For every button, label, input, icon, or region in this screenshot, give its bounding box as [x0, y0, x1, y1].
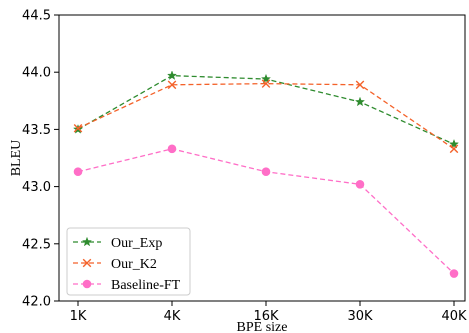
data-point: [260, 73, 272, 84]
series-layer: [72, 70, 460, 278]
data-point: [261, 79, 271, 88]
data-point: [449, 144, 459, 154]
x-tick-label: 4K: [164, 309, 181, 324]
data-point: [167, 144, 177, 154]
data-point: [449, 269, 459, 278]
x-tick-label: 16K: [253, 309, 279, 324]
legend-marker: [82, 279, 92, 289]
y-axis: 42.0 42.5 43.0 43.5 44.0 44.5: [22, 9, 59, 310]
data-point: [355, 180, 365, 189]
x-tick-label: 30K: [347, 309, 373, 324]
y-tick-label: 44.5: [22, 9, 51, 24]
series-line: [77, 82, 455, 150]
x-tick-label: 40K: [441, 309, 467, 324]
legend-label: Baseline-FT: [111, 278, 181, 293]
data-point: [355, 80, 365, 90]
legend-item: Baseline-FT: [73, 278, 181, 293]
data-point: [166, 70, 178, 80]
legend-label: Our_Exp: [111, 236, 162, 251]
y-tick-label: 42.0: [22, 295, 51, 310]
legend-item: Our_K2: [73, 257, 157, 272]
y-tick-label: 43.0: [22, 180, 51, 195]
data-point: [261, 167, 271, 177]
legend-marker: [81, 236, 93, 247]
y-tick-label: 44.0: [22, 66, 51, 81]
y-axis-title: BLEU: [9, 140, 24, 177]
data-point: [167, 80, 177, 90]
series-our-k2: [73, 79, 459, 154]
y-tick-label: 42.5: [22, 237, 51, 252]
legend: Our_Exp Our_K2 Baseline-FT: [66, 227, 191, 296]
y-tick-label: 43.5: [22, 123, 51, 138]
legend-marker: [82, 258, 92, 268]
x-axis-title: BPE size: [237, 320, 288, 333]
data-point: [73, 167, 83, 177]
x-tick-label: 1K: [70, 309, 87, 324]
data-point: [448, 138, 460, 149]
legend-label: Our_K2: [111, 257, 157, 272]
data-point: [73, 123, 83, 133]
x-axis: 1K 4K 16K 30K 40K: [70, 301, 467, 324]
data-point: [354, 96, 366, 107]
legend-item: Our_Exp: [73, 236, 162, 251]
series-baseline-ft: [73, 144, 459, 278]
legend-box: [66, 227, 191, 296]
